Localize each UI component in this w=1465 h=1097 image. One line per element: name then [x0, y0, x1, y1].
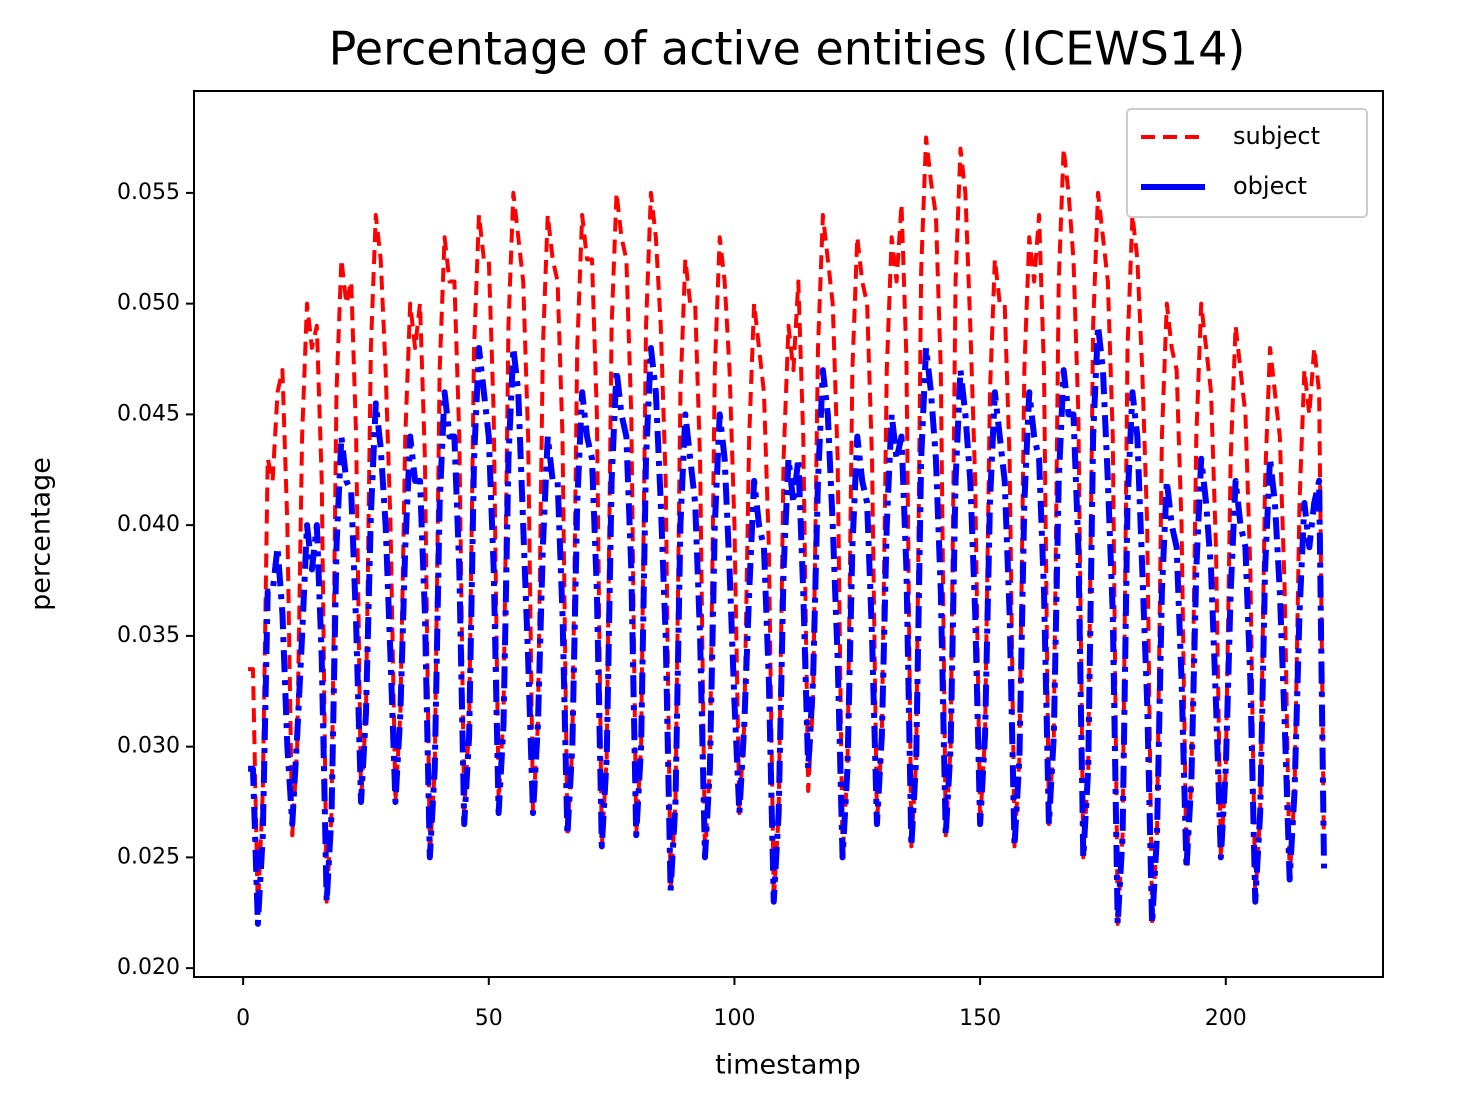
x-tick-label: 200 — [1205, 1006, 1247, 1031]
x-tick-label: 100 — [713, 1006, 755, 1031]
legend: subject object — [1126, 108, 1368, 218]
y-axis-label: percentage — [26, 457, 57, 611]
y-tick-label: 0.030 — [117, 734, 180, 759]
x-tick-label: 0 — [236, 1006, 250, 1031]
legend-label: object — [1233, 172, 1307, 200]
y-tick-label: 0.035 — [117, 623, 180, 648]
y-tick-label: 0.040 — [117, 512, 180, 537]
chart-title: Percentage of active entities (ICEWS14) — [329, 22, 1246, 76]
y-tick-label: 0.050 — [117, 291, 180, 316]
y-tick-label: 0.025 — [117, 844, 180, 869]
y-tick-label: 0.045 — [117, 401, 180, 426]
x-tick-label: 50 — [475, 1006, 503, 1031]
x-axis-label: timestamp — [715, 1050, 861, 1081]
y-tick-label: 0.055 — [117, 180, 180, 205]
y-tick-label: 0.020 — [117, 955, 180, 980]
legend-label: subject — [1233, 122, 1320, 150]
x-tick-label: 150 — [959, 1006, 1001, 1031]
series-line — [248, 322, 1328, 927]
plot-frame — [193, 90, 1384, 978]
series-line — [248, 135, 1327, 926]
